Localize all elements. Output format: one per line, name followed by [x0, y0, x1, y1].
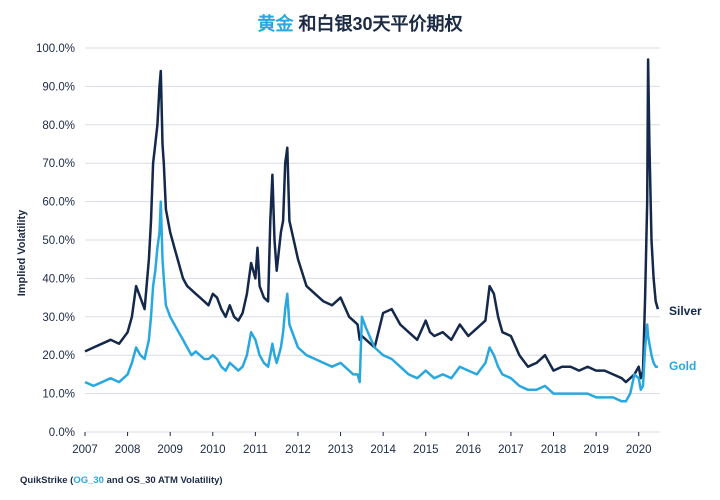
silver-end-label: Silver	[669, 304, 702, 318]
y-tick-label: 100.0%	[36, 43, 75, 55]
grid-lines	[84, 47, 660, 436]
y-tick-label: 90.0%	[42, 81, 75, 93]
source-suffix: and OS_30 ATM Volatility)	[104, 475, 223, 486]
series-lines	[84, 58, 660, 403]
x-tick-label: 2014	[370, 444, 396, 456]
y-tick-label: 80.0%	[42, 120, 75, 132]
y-tick-label: 70.0%	[42, 158, 75, 170]
chart-title: 黄金 和白银30天平价期权	[257, 13, 463, 34]
x-tick-label: 2020	[626, 444, 652, 456]
source-note: QuikStrike (OG_30 and OS_30 ATM Volatili…	[20, 475, 223, 486]
y-axis-ticks: 0.0% 10.0% 20.0% 30.0% 40.0% 50.0% 60.0% 70.0% 8…	[36, 43, 75, 439]
series-gold-line	[84, 200, 658, 403]
x-tick-label: 2017	[498, 444, 524, 456]
chart-title-accent: 黄金	[257, 13, 294, 34]
y-tick-label: 40.0%	[42, 273, 75, 285]
x-axis-ticks: 2007 2008 2009 2010 2011 2012 2013 2014 2015 2016…	[72, 444, 651, 456]
y-tick-label: 50.0%	[42, 235, 75, 247]
x-tick-label: 2015	[413, 444, 439, 456]
y-tick-label: 30.0%	[42, 312, 75, 324]
source-code: OG_30	[73, 475, 104, 486]
x-tick-label: 2012	[285, 444, 311, 456]
source-prefix: QuikStrike (	[20, 475, 74, 486]
x-tick-label: 2019	[583, 444, 609, 456]
x-tick-label: 2013	[328, 444, 354, 456]
chart-title-rest: 和白银30天平价期权	[293, 13, 463, 34]
gold-end-label: Gold	[669, 359, 696, 373]
y-tick-label: 60.0%	[42, 197, 75, 209]
x-tick-label: 2008	[115, 444, 141, 456]
x-tick-label: 2009	[157, 444, 183, 456]
x-tick-label: 2018	[541, 444, 567, 456]
x-tick-label: 2010	[200, 444, 226, 456]
x-tick-label: 2007	[72, 444, 98, 456]
x-tick-label: 2016	[456, 444, 482, 456]
x-tick-label: 2011	[243, 444, 268, 456]
y-axis-label: Implied Volatility	[16, 209, 28, 296]
series-silver-line	[84, 58, 660, 384]
y-tick-label: 20.0%	[42, 350, 75, 362]
y-tick-label: 10.0%	[42, 389, 75, 401]
y-tick-label: 0.0%	[49, 427, 75, 439]
